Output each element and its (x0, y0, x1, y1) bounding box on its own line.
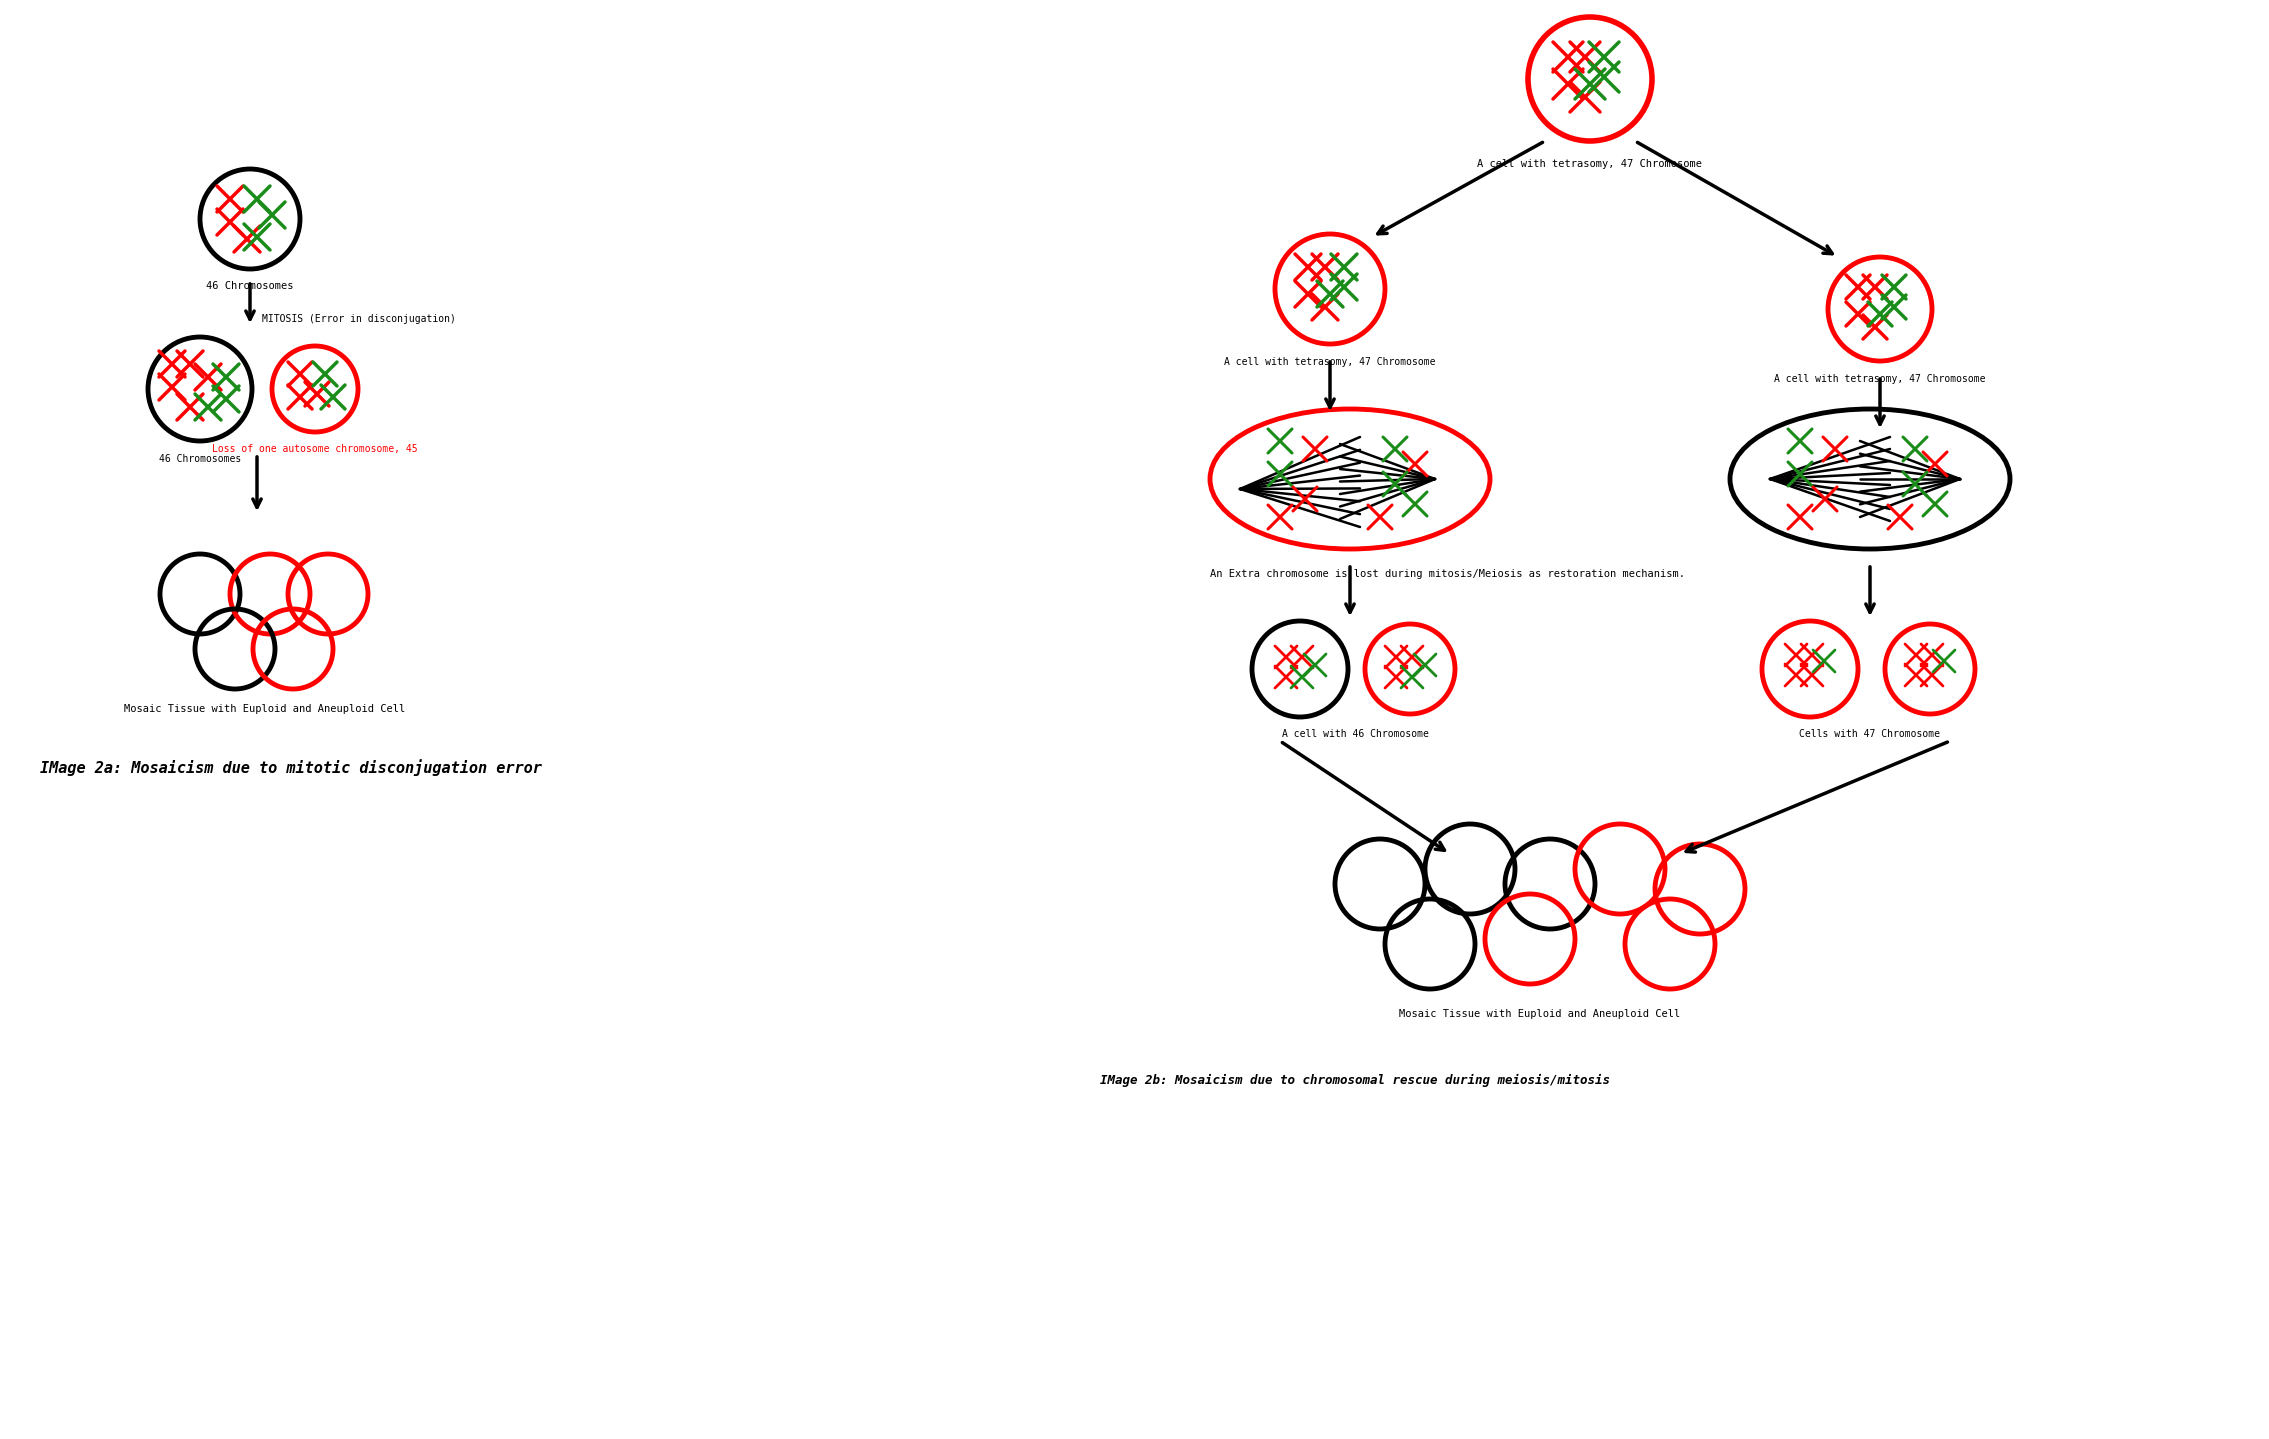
Text: Loss of one autosome chromosome, 45: Loss of one autosome chromosome, 45 (213, 445, 417, 453)
Text: MITOSIS (Error in disconjugation): MITOSIS (Error in disconjugation) (261, 314, 456, 324)
Text: 46 Chromosomes: 46 Chromosomes (206, 281, 293, 291)
Text: 46 Chromosomes: 46 Chromosomes (159, 453, 241, 463)
Text: A cell with tetrasomy, 47 Chromosome: A cell with tetrasomy, 47 Chromosome (1225, 357, 1436, 367)
Text: An Extra chromosome is lost during mitosis/Meiosis as restoration mechanism.: An Extra chromosome is lost during mitos… (1209, 568, 1686, 578)
Text: IMage 2b: Mosaicism due to chromosomal rescue during meiosis/mitosis: IMage 2b: Mosaicism due to chromosomal r… (1100, 1073, 1611, 1086)
Text: A cell with tetrasomy, 47 Chromosome: A cell with tetrasomy, 47 Chromosome (1774, 374, 1985, 384)
Text: IMage 2a: Mosaicism due to mitotic disconjugation error: IMage 2a: Mosaicism due to mitotic disco… (41, 758, 542, 776)
Text: A cell with 46 Chromosome: A cell with 46 Chromosome (1282, 730, 1429, 740)
Text: Mosaic Tissue with Euploid and Aneuploid Cell: Mosaic Tissue with Euploid and Aneuploid… (1400, 1009, 1681, 1019)
Text: A cell with tetrasomy, 47 Chromosome: A cell with tetrasomy, 47 Chromosome (1477, 158, 1702, 168)
Text: Mosaic Tissue with Euploid and Aneuploid Cell: Mosaic Tissue with Euploid and Aneuploid… (125, 704, 406, 714)
Text: Cells with 47 Chromosome: Cells with 47 Chromosome (1799, 730, 1940, 740)
